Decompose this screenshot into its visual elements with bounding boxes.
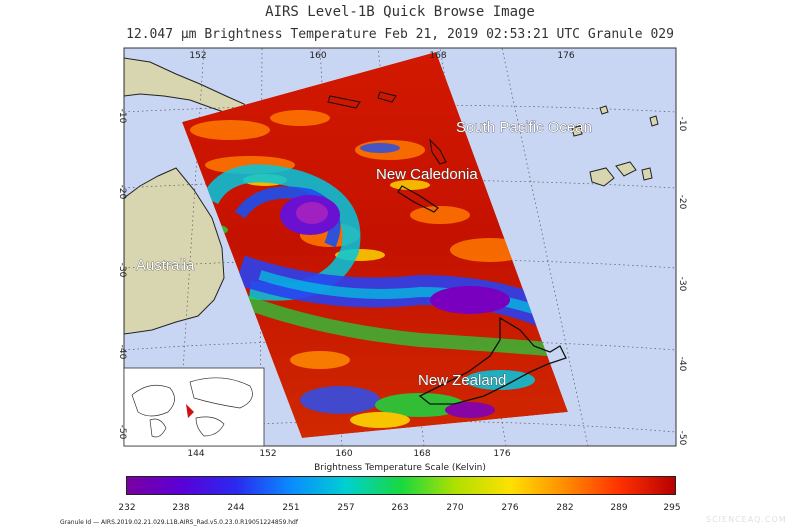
lat-tick-left: -40 bbox=[117, 345, 127, 360]
lat-tick-right: -10 bbox=[677, 117, 687, 132]
lat-ticks-right: -10 -20 -30 -40 -50 bbox=[677, 117, 687, 446]
island-outlines bbox=[327, 91, 447, 165]
lat-tick-left: -30 bbox=[117, 263, 127, 278]
lat-tick-right: -20 bbox=[677, 195, 687, 210]
colorbar-tick: 295 bbox=[663, 503, 681, 513]
pacific-islands bbox=[571, 105, 659, 187]
lon-tick-bottom: 152 bbox=[259, 449, 276, 459]
image-title: AIRS Level-1B Quick Browse Image bbox=[265, 4, 535, 20]
colorbar-tick: 276 bbox=[501, 503, 519, 513]
map-figure: South Pacific Ocean New Caledonia Austra… bbox=[117, 47, 687, 459]
colorbar-tick: 263 bbox=[391, 503, 409, 513]
lon-tick-bottom: 144 bbox=[187, 449, 204, 459]
lon-tick-bottom: 160 bbox=[335, 449, 352, 459]
lat-tick-right: -50 bbox=[677, 431, 687, 446]
new-caledonia-outline bbox=[397, 185, 439, 213]
colorbar-tick: 270 bbox=[446, 503, 464, 513]
colorbar-tick: 257 bbox=[337, 503, 355, 513]
lat-tick-left: -50 bbox=[117, 425, 127, 440]
colorbar-tick: 238 bbox=[172, 503, 190, 513]
colorbar-title: Brightness Temperature Scale (Kelvin) bbox=[314, 463, 486, 473]
colorbar-tick: 282 bbox=[556, 503, 574, 513]
lon-tick-bottom: 176 bbox=[493, 449, 510, 459]
label-new-caledonia: New Caledonia bbox=[376, 166, 478, 183]
lon-tick-bottom: 168 bbox=[413, 449, 430, 459]
lon-tick-top: 168 bbox=[429, 51, 446, 61]
airs-swath bbox=[182, 52, 568, 438]
label-south-pacific-ocean: South Pacific Ocean bbox=[456, 119, 592, 136]
lat-tick-right: -30 bbox=[677, 277, 687, 292]
watermark: SCIENCEAQ.COM bbox=[706, 515, 787, 524]
colorbar bbox=[126, 476, 676, 495]
lon-tick-top: 152 bbox=[189, 51, 206, 61]
lat-tick-left: -20 bbox=[117, 185, 127, 200]
granule-id: Granule Id — AIRS.2019.02.21.029.L1B.AIR… bbox=[60, 519, 298, 526]
lat-tick-right: -40 bbox=[677, 357, 687, 372]
colorbar-tick: 244 bbox=[227, 503, 245, 513]
lon-tick-top: 176 bbox=[557, 51, 574, 61]
lat-tick-left: -10 bbox=[117, 109, 127, 124]
new-zealand-outline bbox=[418, 316, 567, 405]
colorbar-tick: 289 bbox=[610, 503, 628, 513]
lon-ticks-bottom: 144 152 160 168 176 bbox=[187, 449, 510, 459]
inset-world-map bbox=[123, 367, 265, 447]
colorbar-tick: 251 bbox=[282, 503, 300, 513]
lon-tick-top: 160 bbox=[309, 51, 326, 61]
label-new-zealand: New Zealand bbox=[418, 372, 506, 389]
label-australia: Australia bbox=[136, 257, 195, 274]
lon-ticks-top: 152 160 168 176 bbox=[189, 51, 574, 61]
colorbar-tick: 232 bbox=[118, 503, 136, 513]
image-subtitle: 12.047 µm Brightness Temperature Feb 21,… bbox=[126, 27, 674, 42]
lat-ticks-left: -10 -20 -30 -40 -50 bbox=[117, 109, 127, 440]
